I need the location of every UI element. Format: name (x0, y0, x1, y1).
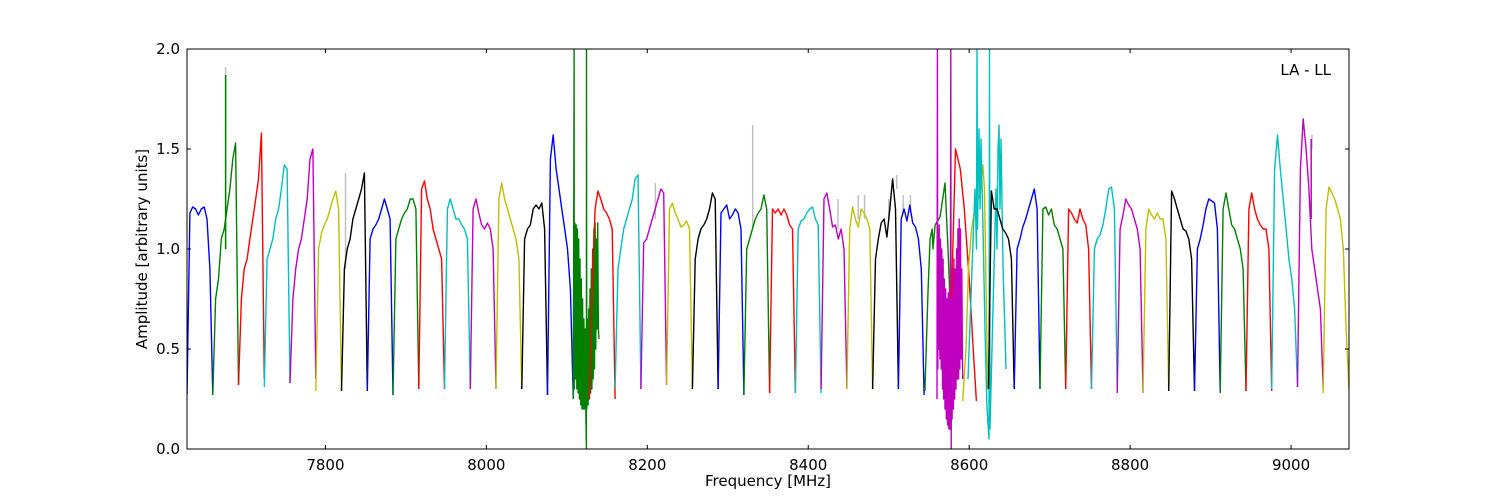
subband-line-8 (392, 198, 420, 396)
x-tick-label: 8400 (789, 456, 827, 474)
subband-line-25 (820, 192, 848, 390)
subband-line-44 (1245, 192, 1273, 392)
subband-line-27 (871, 178, 900, 390)
subband-line-31 (950, 148, 978, 402)
subband-line-13 (521, 202, 549, 396)
subband-line-23 (768, 208, 797, 394)
x-tick-label: 8200 (628, 456, 666, 474)
x-tick-label: 8800 (1111, 456, 1149, 474)
subband-line-24 (794, 206, 822, 394)
subband-line-17 (614, 174, 642, 390)
x-tick-label: 8600 (950, 456, 988, 474)
subband-line-22 (743, 194, 771, 396)
y-tick-label: 1.5 (156, 140, 180, 158)
subband-line-45 (1271, 134, 1299, 390)
subband-line-21 (717, 204, 745, 396)
subband-line-11 (469, 198, 497, 390)
subband-line-26 (846, 206, 874, 390)
y-tick-label: 0.5 (156, 340, 180, 358)
subband-line-2 (237, 132, 265, 386)
subband-line-12 (495, 182, 523, 390)
subband-line-46 (1296, 118, 1324, 390)
subband-line-19 (665, 202, 694, 390)
subband-line-0 (187, 206, 214, 396)
y-axis-label: Amplitude [arbitrary units] (133, 149, 151, 349)
subband-line-37 (1065, 208, 1093, 390)
subband-line-47 (1322, 186, 1349, 394)
subband-line-42 (1193, 198, 1221, 394)
x-tick-label: 7800 (306, 456, 344, 474)
y-tick-label: 1.0 (156, 240, 180, 258)
subband-line-29 (924, 182, 951, 392)
y-tick-label: 0.0 (156, 440, 180, 458)
subband-line-7 (366, 198, 394, 396)
subband-line-9 (418, 180, 446, 390)
subband-line-33 (967, 49, 1007, 440)
plot-frame (186, 48, 1350, 450)
subband-line-28 (897, 204, 925, 396)
subband-line-39 (1116, 198, 1144, 394)
subband-line-20 (691, 192, 719, 390)
subband-line-40 (1142, 208, 1170, 394)
subband-line-3 (263, 164, 291, 388)
y-tick-label: 2.0 (156, 40, 180, 58)
subband-line-18 (640, 188, 668, 390)
subband-line-30 (936, 49, 964, 449)
axis-ticks: 7800 8000 8200 8400 8600 8800 9000 0.0 0.5 1.0 1.5… (156, 40, 1349, 474)
subband-line-5 (315, 190, 343, 392)
x-tick-label: 9000 (1272, 456, 1310, 474)
subband-line-36 (1039, 206, 1067, 390)
subband-line-34 (987, 190, 1015, 390)
x-axis-label: Frequency [MHz] (705, 472, 831, 490)
subband-line-14 (546, 134, 574, 400)
subband-line-43 (1219, 192, 1247, 394)
subband-line-38 (1090, 186, 1118, 390)
series-lines (187, 49, 1349, 449)
subband-line-16 (588, 190, 616, 400)
subband-line-4 (289, 148, 317, 384)
subband-line-41 (1168, 190, 1196, 392)
x-tick-label: 8000 (467, 456, 505, 474)
subband-line-35 (1013, 188, 1041, 390)
baseline-annotation: LA - LL (1280, 61, 1331, 79)
subband-line-10 (443, 198, 471, 390)
subband-line-6 (340, 172, 368, 392)
subband-line-15 (572, 49, 600, 449)
